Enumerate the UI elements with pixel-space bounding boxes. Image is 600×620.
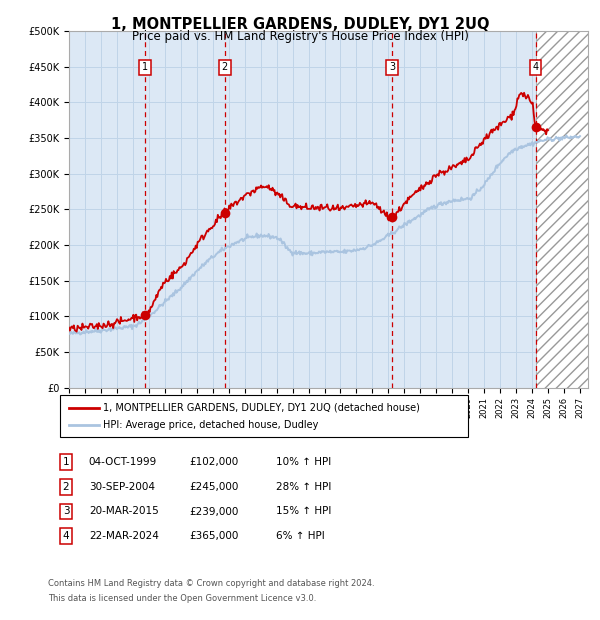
Text: 30-SEP-2004: 30-SEP-2004 (89, 482, 155, 492)
Text: £245,000: £245,000 (189, 482, 238, 492)
Text: 04-OCT-1999: 04-OCT-1999 (89, 457, 157, 467)
Text: 3: 3 (62, 507, 70, 516)
Text: 22-MAR-2024: 22-MAR-2024 (89, 531, 158, 541)
Text: 1, MONTPELLIER GARDENS, DUDLEY, DY1 2UQ (detached house): 1, MONTPELLIER GARDENS, DUDLEY, DY1 2UQ … (103, 402, 420, 412)
Text: 15% ↑ HPI: 15% ↑ HPI (276, 507, 331, 516)
Text: 20-MAR-2015: 20-MAR-2015 (89, 507, 158, 516)
Text: 4: 4 (533, 63, 539, 73)
Text: Price paid vs. HM Land Registry's House Price Index (HPI): Price paid vs. HM Land Registry's House … (131, 30, 469, 43)
Text: 3: 3 (389, 63, 395, 73)
Text: 4: 4 (62, 531, 70, 541)
Text: 2: 2 (221, 63, 228, 73)
Text: £102,000: £102,000 (189, 457, 238, 467)
Text: 6% ↑ HPI: 6% ↑ HPI (276, 531, 325, 541)
Text: 10% ↑ HPI: 10% ↑ HPI (276, 457, 331, 467)
Text: £239,000: £239,000 (189, 507, 238, 516)
Text: £365,000: £365,000 (189, 531, 238, 541)
Text: 28% ↑ HPI: 28% ↑ HPI (276, 482, 331, 492)
Bar (536, 31, 588, 388)
Text: 1: 1 (62, 457, 70, 467)
Text: 2: 2 (62, 482, 70, 492)
Text: HPI: Average price, detached house, Dudley: HPI: Average price, detached house, Dudl… (103, 420, 319, 430)
Text: This data is licensed under the Open Government Licence v3.0.: This data is licensed under the Open Gov… (48, 593, 316, 603)
Text: 1, MONTPELLIER GARDENS, DUDLEY, DY1 2UQ: 1, MONTPELLIER GARDENS, DUDLEY, DY1 2UQ (111, 17, 489, 32)
Text: Contains HM Land Registry data © Crown copyright and database right 2024.: Contains HM Land Registry data © Crown c… (48, 578, 374, 588)
Text: 1: 1 (142, 63, 148, 73)
